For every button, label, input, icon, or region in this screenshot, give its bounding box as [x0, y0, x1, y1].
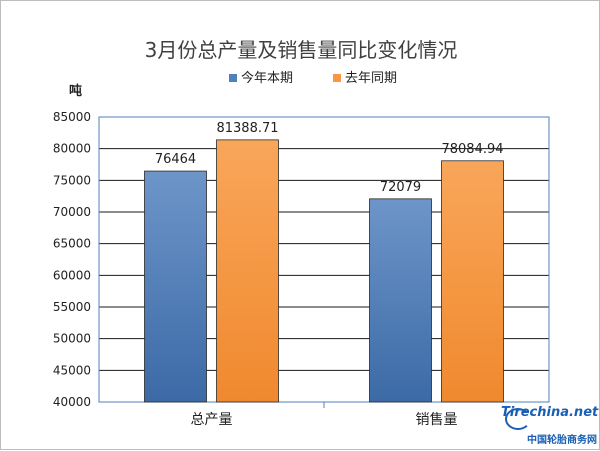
bar-1-1	[144, 170, 207, 403]
watermark: Tirechina.net 中国轮胎商务网	[501, 405, 599, 449]
legend-label-2: 去年同期	[345, 71, 397, 86]
legend-label-1: 今年本期	[241, 70, 293, 86]
y-tick-label-9: 45000	[53, 363, 91, 377]
legend-swatch-1	[229, 74, 237, 82]
watermark-tagline: 中国轮胎商务网	[527, 435, 597, 446]
y-tick-label-10: 40000	[53, 395, 91, 409]
y-tick-label-2: 80000	[53, 142, 91, 156]
bar-2-2	[441, 160, 504, 403]
swoosh-logo-icon	[505, 408, 531, 430]
data-label-2-1: 81388.71	[216, 121, 278, 136]
data-label-1-2: 72079	[380, 180, 421, 195]
y-tick-label-8: 50000	[53, 332, 91, 346]
x-tick-label-2: 销售量	[416, 412, 458, 428]
y-tick-label-1: 85000	[53, 110, 91, 124]
y-axis-label: 吨	[69, 83, 82, 99]
y-tick-label-7: 55000	[53, 300, 91, 314]
y-tick-label-4: 70000	[53, 205, 91, 219]
legend-swatch-2	[333, 74, 341, 82]
watermark-brand: Tirechina.net	[501, 405, 599, 420]
y-tick-label-3: 75000	[53, 173, 91, 187]
bar-1-2	[369, 198, 432, 403]
data-label-2-2: 78084.94	[441, 142, 503, 157]
x-tick-label-1: 总产量	[191, 412, 233, 428]
y-tick-label-6: 60000	[53, 268, 91, 282]
data-label-1-1: 76464	[155, 152, 196, 167]
y-tick-label-5: 65000	[53, 237, 91, 251]
chart-title: 3月份总产量及销售量同比变化情况	[145, 38, 458, 62]
bar-2-1	[216, 139, 279, 403]
